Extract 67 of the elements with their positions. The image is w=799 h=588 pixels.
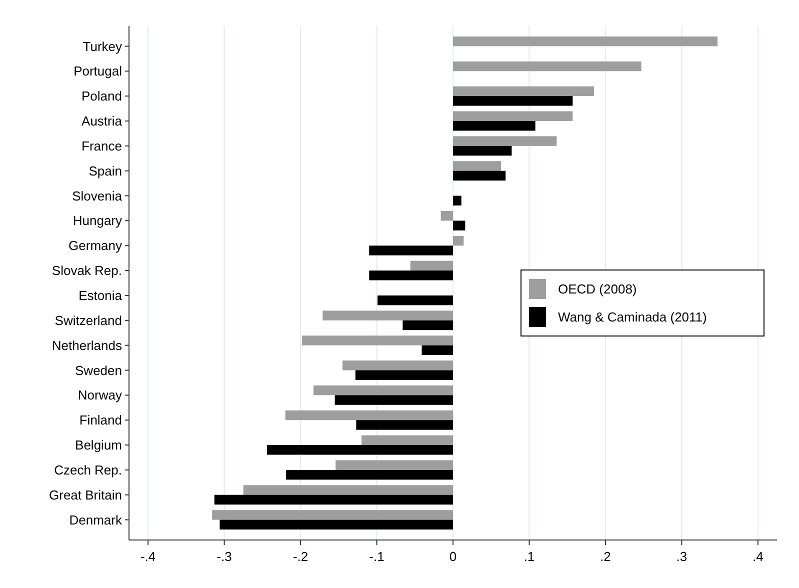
bar <box>422 345 453 356</box>
bar <box>378 295 453 306</box>
y-tick-label: Germany <box>68 238 122 254</box>
bar <box>453 170 506 181</box>
y-tick-label: Czech Rep. <box>54 462 122 478</box>
bar <box>410 260 453 271</box>
y-tick-label: Switzerland <box>54 312 122 328</box>
y-tick-label: France <box>82 138 122 154</box>
bar <box>453 120 536 131</box>
bar <box>440 210 453 221</box>
y-tick-label: Norway <box>78 388 122 403</box>
bar <box>369 270 453 280</box>
bar <box>313 385 453 396</box>
bar <box>453 96 573 106</box>
bar <box>302 336 453 346</box>
bar <box>453 196 462 206</box>
bar <box>453 111 573 121</box>
bar <box>322 310 453 320</box>
bar <box>285 410 453 420</box>
bar <box>453 36 718 46</box>
y-tick-label: Poland <box>82 88 122 104</box>
bar <box>342 360 453 370</box>
bar <box>369 246 453 256</box>
legend-label: OECD (2008) <box>558 282 637 297</box>
x-tick-label: 0 <box>449 549 457 564</box>
bar <box>336 460 453 470</box>
bar <box>286 470 453 480</box>
y-tick-label: Sweden <box>75 362 122 378</box>
x-tick-label: .3 <box>676 549 688 564</box>
bar <box>402 320 453 330</box>
y-tick-label: Denmark <box>69 512 122 528</box>
y-tick-label: Turkey <box>82 38 122 54</box>
y-tick-label: Finland <box>79 412 122 428</box>
bar <box>266 445 453 455</box>
x-tick-label: -.3 <box>216 549 232 564</box>
bar <box>453 220 466 230</box>
y-tick-label: Netherlands <box>52 338 122 353</box>
bar <box>453 61 642 72</box>
y-tick-label: Portugal <box>74 64 122 79</box>
bar <box>362 435 453 446</box>
y-tick-label: Spain <box>88 163 122 178</box>
bar <box>453 136 557 146</box>
bar <box>453 86 594 96</box>
y-tick-label: Slovak Rep. <box>52 263 122 278</box>
bar <box>214 494 453 505</box>
bar <box>220 520 453 530</box>
bar <box>212 510 453 520</box>
legend-label: Wang & Caminada (2011) <box>558 310 707 325</box>
x-tick-label: -.2 <box>292 549 308 564</box>
bar <box>453 146 512 156</box>
bar <box>453 236 464 246</box>
y-tick-label: Austria <box>82 114 123 129</box>
bar <box>356 420 453 430</box>
bar <box>453 161 502 171</box>
x-tick-label: .1 <box>524 549 535 564</box>
bar <box>334 395 453 405</box>
y-tick-label: Belgium <box>75 438 122 453</box>
x-tick-label: -.4 <box>140 549 156 564</box>
bar <box>243 485 453 495</box>
x-tick-label: -.1 <box>369 549 384 564</box>
y-tick-label: Great Britain <box>49 487 122 502</box>
x-tick-label: .4 <box>752 549 764 564</box>
y-tick-label: Slovenia <box>72 188 123 204</box>
x-tick-label: .2 <box>600 549 611 564</box>
bar <box>355 370 453 380</box>
y-tick-label: Estonia <box>78 288 123 304</box>
y-tick-label: Hungary <box>72 213 122 228</box>
